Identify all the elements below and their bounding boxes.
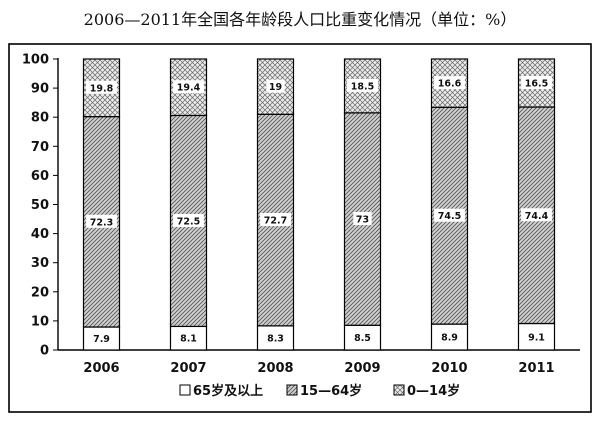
bars-layer: 7.9 72.3 19.8 8.1 72.5 19.4 8.3 72.7 19 8.5 73 18.5… bbox=[82, 58, 556, 351]
data-label: 8.9 bbox=[441, 333, 458, 344]
data-label-background bbox=[266, 79, 285, 93]
legend-swatch bbox=[286, 384, 298, 396]
y-tick-label: 10 bbox=[31, 314, 49, 329]
y-tick-label: 40 bbox=[31, 227, 49, 242]
data-label: 74.4 bbox=[525, 211, 549, 222]
y-tick-label: 30 bbox=[31, 256, 49, 271]
x-tick-label: 2011 bbox=[518, 361, 554, 376]
legend-swatch bbox=[179, 384, 191, 396]
data-label-background bbox=[173, 213, 204, 227]
y-tick-label: 90 bbox=[31, 82, 49, 97]
x-tick-label: 2007 bbox=[170, 361, 206, 376]
data-label: 18.5 bbox=[351, 81, 374, 92]
data-label: 74.5 bbox=[438, 211, 461, 222]
data-label: 72.3 bbox=[90, 217, 113, 228]
chart-frame bbox=[8, 43, 592, 413]
data-label-background bbox=[434, 208, 465, 222]
y-tick-label: 60 bbox=[31, 169, 49, 184]
data-label-background bbox=[353, 212, 372, 226]
data-label: 8.3 bbox=[267, 333, 284, 344]
data-label: 19.8 bbox=[90, 83, 114, 94]
data-label: 9.1 bbox=[528, 332, 545, 343]
axis-layer: 0 10 20 30 40 50 60 70 80 90 100 2006 2007 2008 2009 20… bbox=[22, 53, 580, 376]
data-label-background bbox=[521, 76, 552, 90]
data-label-background bbox=[86, 80, 117, 94]
legend-label: 15—64岁 bbox=[300, 383, 362, 399]
data-label: 73 bbox=[356, 215, 369, 226]
data-label: 16.6 bbox=[438, 79, 462, 90]
data-label-background bbox=[86, 214, 117, 228]
legend-label: 65岁及以上 bbox=[193, 383, 263, 399]
x-tick-label: 2009 bbox=[344, 361, 380, 376]
legend-label: 0—14岁 bbox=[407, 383, 460, 399]
legend: 65岁及以上 15—64岁 0—14岁 bbox=[179, 383, 460, 399]
data-label: 72.7 bbox=[264, 216, 287, 227]
data-label: 19 bbox=[269, 82, 282, 93]
data-label-background bbox=[173, 80, 204, 94]
legend-swatch bbox=[393, 384, 405, 396]
data-label: 8.5 bbox=[354, 333, 371, 344]
y-tick-label: 100 bbox=[22, 53, 49, 68]
chart-title: 2006—2011年全国各年龄段人口比重变化情况（单位：%） bbox=[83, 10, 517, 29]
bar-segment bbox=[343, 324, 382, 351]
y-tick-label: 50 bbox=[31, 198, 49, 213]
data-label: 16.5 bbox=[525, 79, 548, 90]
y-tick-label: 0 bbox=[40, 344, 49, 359]
data-label-background bbox=[521, 208, 552, 222]
data-label-background bbox=[434, 76, 465, 90]
x-tick-label: 2006 bbox=[83, 361, 119, 376]
data-label: 7.9 bbox=[93, 334, 110, 345]
data-label-background bbox=[347, 78, 378, 92]
y-tick-label: 70 bbox=[31, 140, 49, 155]
x-tick-label: 2008 bbox=[257, 361, 293, 376]
data-label: 19.4 bbox=[177, 83, 201, 94]
y-tick-label: 20 bbox=[31, 285, 49, 300]
y-tick-label: 80 bbox=[31, 111, 49, 126]
x-tick-label: 2010 bbox=[431, 361, 467, 376]
data-label: 8.1 bbox=[180, 334, 197, 345]
data-label-background bbox=[260, 213, 291, 227]
data-label: 72.5 bbox=[177, 216, 200, 227]
